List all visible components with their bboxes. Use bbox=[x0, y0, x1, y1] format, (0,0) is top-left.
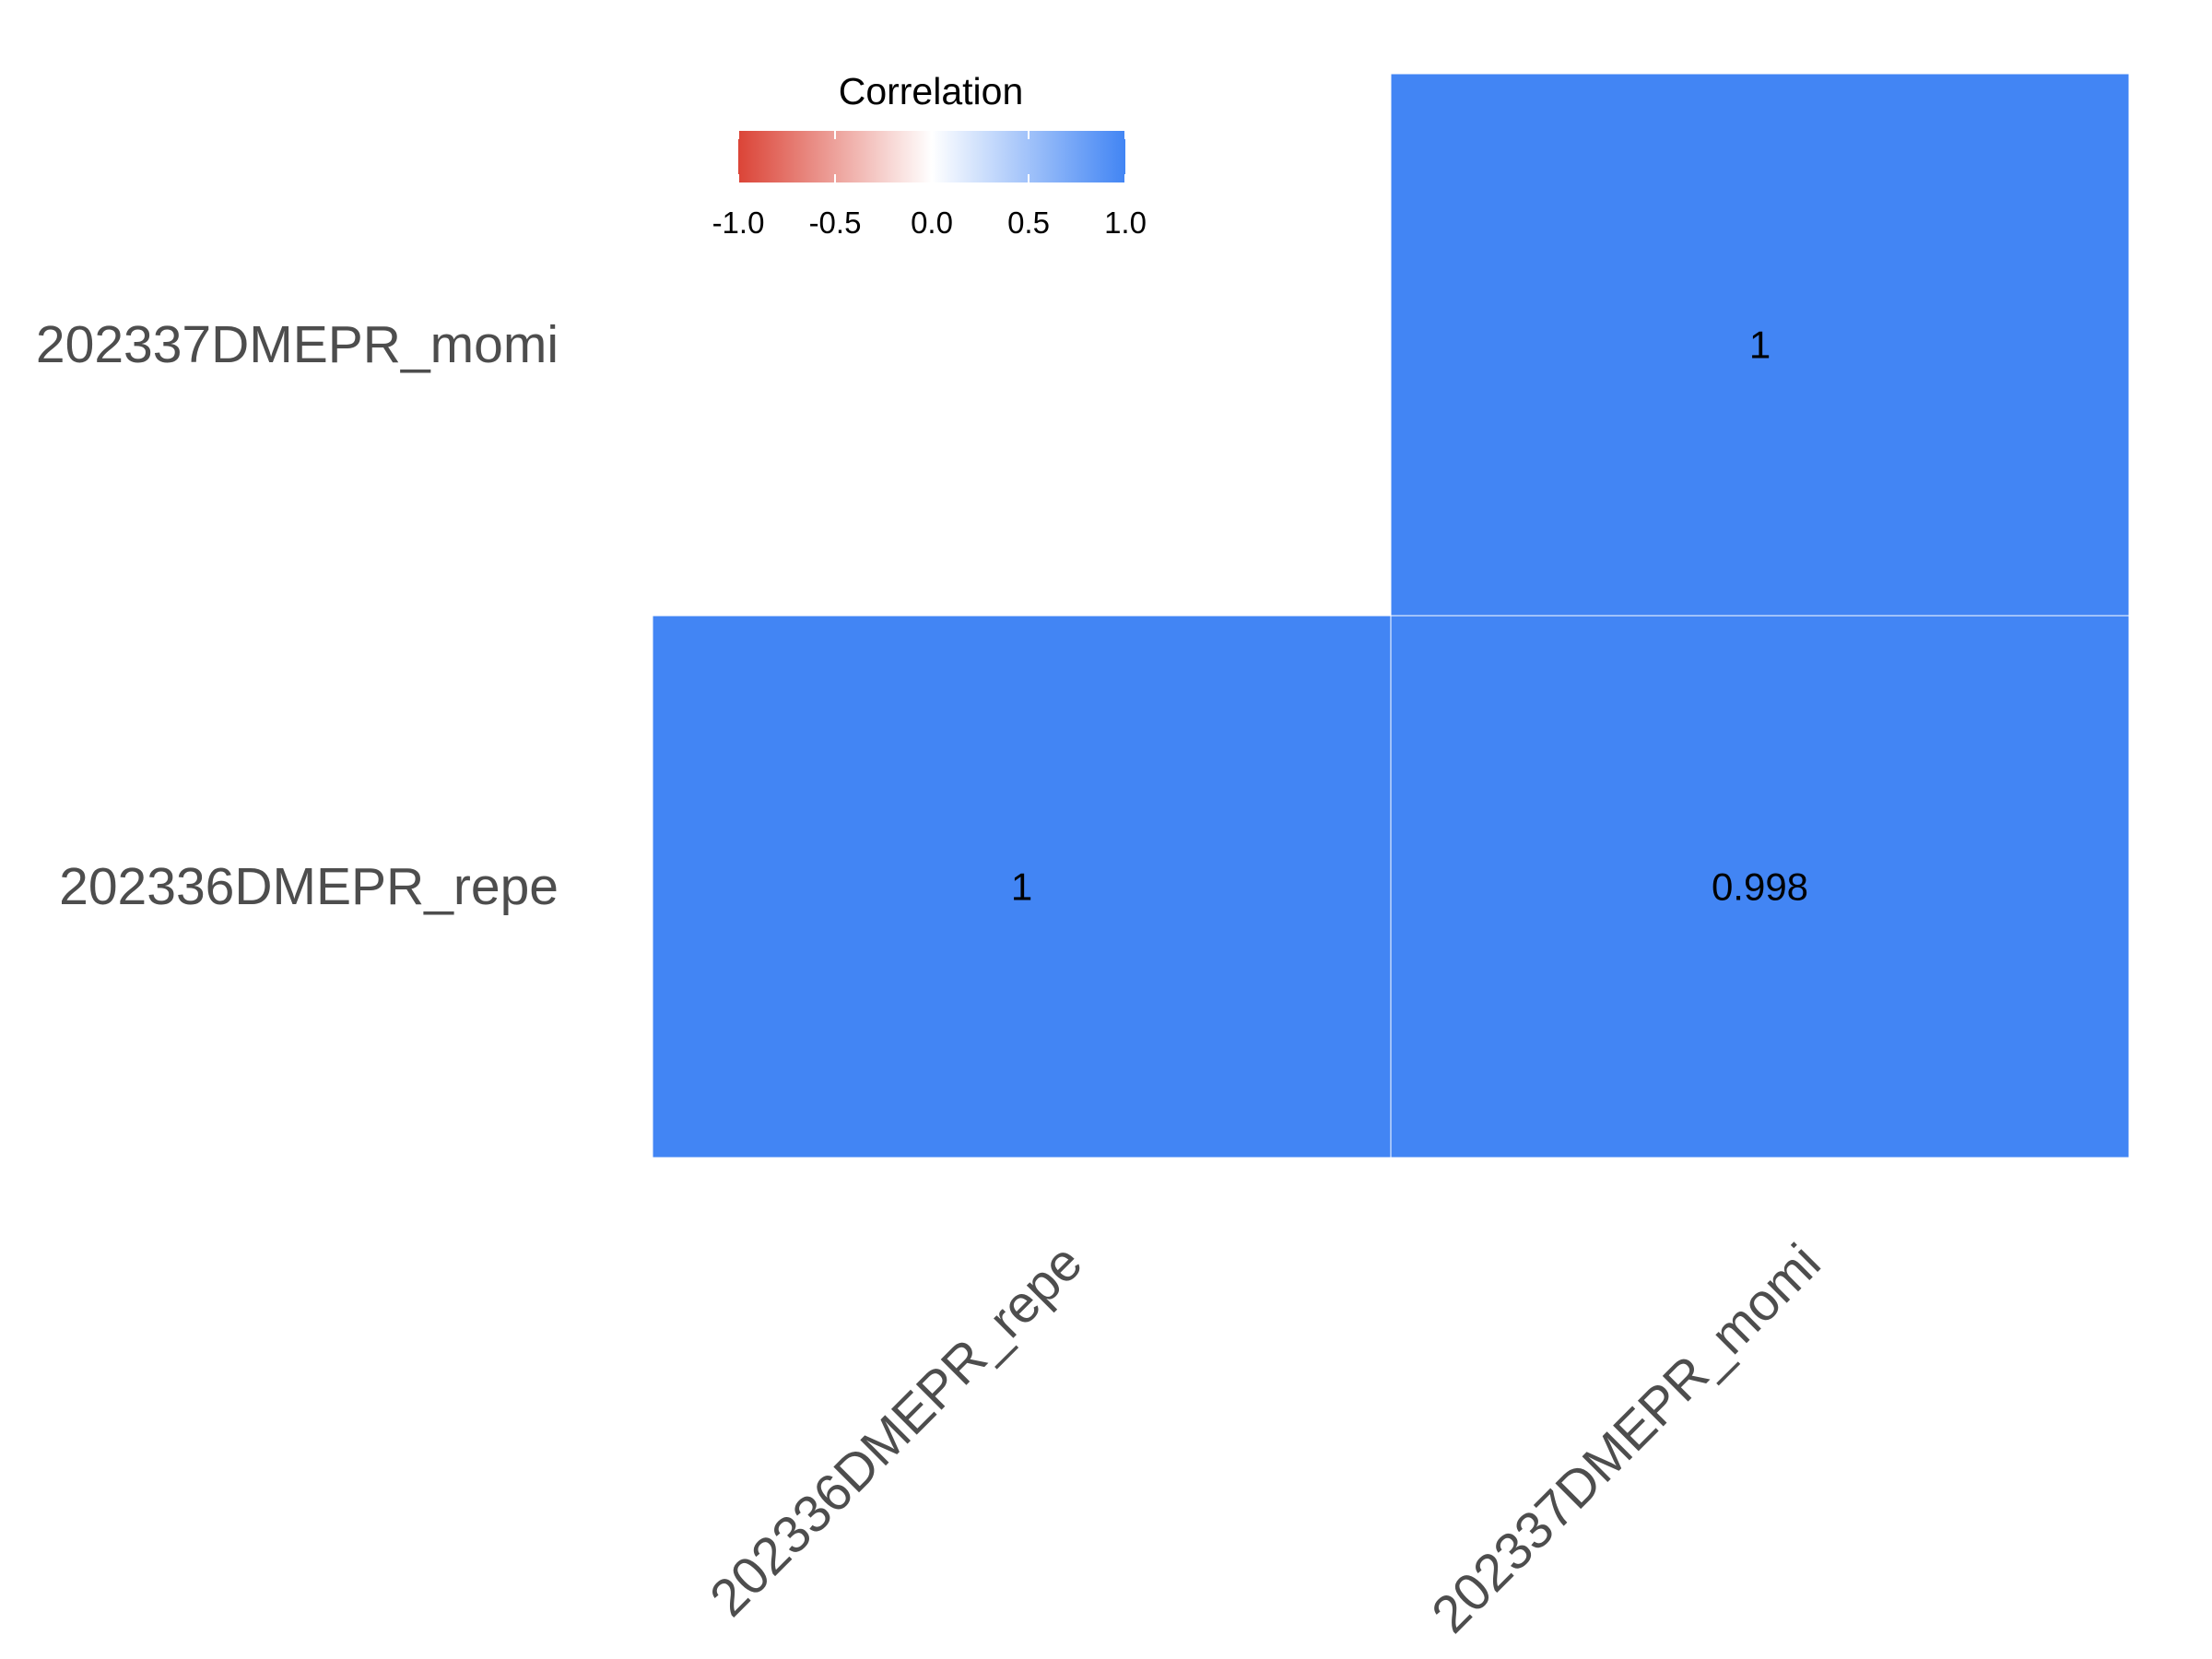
heatmap-cell bbox=[1390, 73, 2130, 617]
heatmap-cells: 1 0.998 1 bbox=[652, 73, 2130, 1159]
legend-title: Correlation bbox=[839, 70, 1024, 112]
legend-tick-label: -0.5 bbox=[809, 206, 862, 240]
cell-value-label: 1 bbox=[1011, 865, 1032, 909]
legend-tick-label: -1.0 bbox=[712, 206, 765, 240]
heatmap-cell bbox=[652, 615, 1392, 1159]
legend-colorbar bbox=[738, 131, 1125, 182]
legend-ticks: -1.0 -0.5 0.0 0.5 1.0 bbox=[712, 131, 1147, 240]
legend-tick-label: 0.5 bbox=[1007, 206, 1050, 240]
legend-tick-label: 1.0 bbox=[1104, 206, 1147, 240]
y-tick-label: 202336DMEPR_repe bbox=[59, 857, 559, 916]
heatmap-cell bbox=[1390, 615, 2130, 1159]
x-axis-tick-labels: 202336DMEPR_repe 202337DMEPR_momi bbox=[699, 1233, 1831, 1644]
cell-value-label: 1 bbox=[1749, 324, 1771, 367]
cell-value-label: 0.998 bbox=[1712, 865, 1808, 909]
y-tick-label: 202337DMEPR_momi bbox=[36, 315, 559, 374]
legend-tick-label: 0.0 bbox=[911, 206, 953, 240]
x-tick-label: 202336DMEPR_repe bbox=[699, 1233, 1093, 1628]
legend: Correlation -1.0 -0.5 0.0 0.5 1.0 bbox=[712, 70, 1147, 240]
x-tick-label: 202337DMEPR_momi bbox=[1420, 1233, 1831, 1644]
y-axis-tick-labels: 202336DMEPR_repe 202337DMEPR_momi bbox=[36, 315, 559, 916]
